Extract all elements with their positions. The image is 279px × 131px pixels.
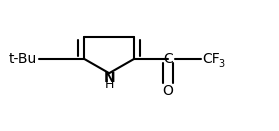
Text: O: O — [163, 84, 174, 98]
Text: N: N — [103, 71, 115, 85]
Text: t-Bu: t-Bu — [8, 52, 37, 66]
Text: H: H — [104, 78, 114, 91]
Text: 3: 3 — [219, 59, 225, 69]
Text: CF: CF — [202, 52, 220, 66]
Text: C: C — [163, 52, 173, 66]
